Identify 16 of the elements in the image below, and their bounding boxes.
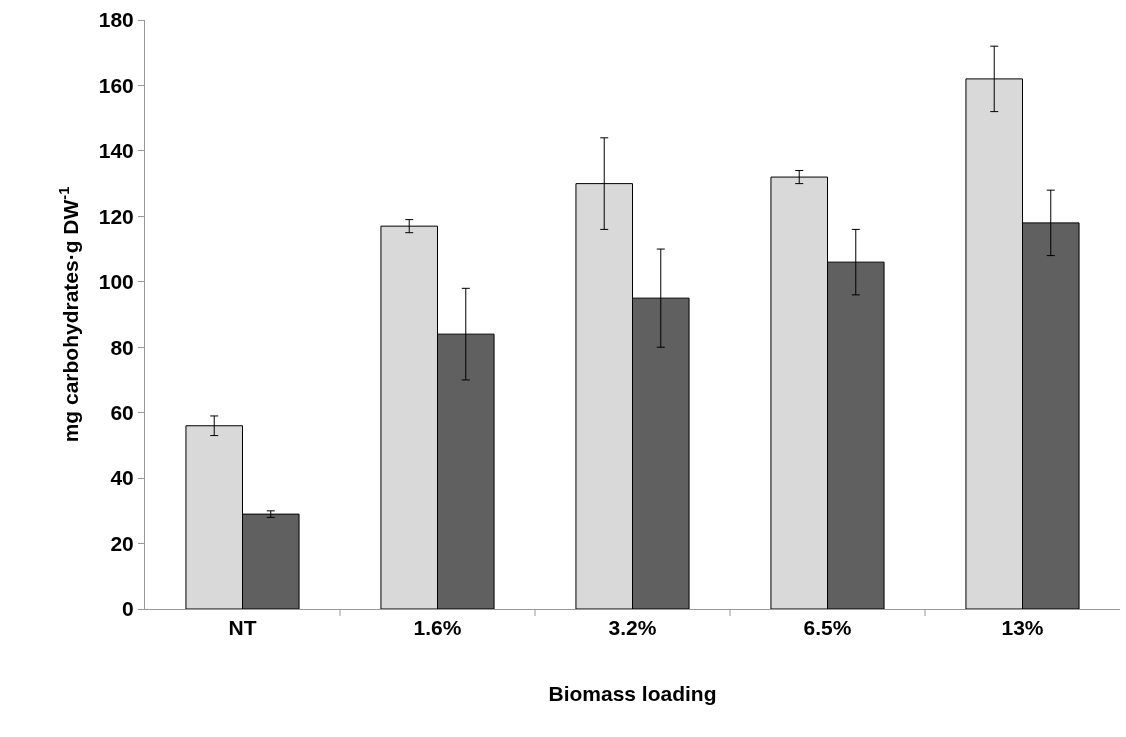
y-tick-label: 160 [98,73,134,97]
y-tick-label: 20 [110,531,134,555]
y-tick-label: 80 [110,335,134,359]
y-tick-label: 120 [98,204,134,228]
y-tick-label: 0 [122,597,134,621]
x-tick-label: NT [228,616,257,640]
x-tick-label: 1.6% [413,616,462,640]
y-tick-label: 180 [98,8,134,32]
x-tick-label: 6.5% [803,616,852,640]
y-tick-label: 60 [110,401,134,425]
x-axis-title: Biomass loading [548,682,717,706]
x-tick-label: 13% [1001,616,1044,640]
x-tick-label: 3.2% [608,616,657,640]
y-tick-label: 100 [98,270,134,294]
y-tick-label: 40 [110,466,134,490]
y-tick-label: 140 [98,139,134,163]
